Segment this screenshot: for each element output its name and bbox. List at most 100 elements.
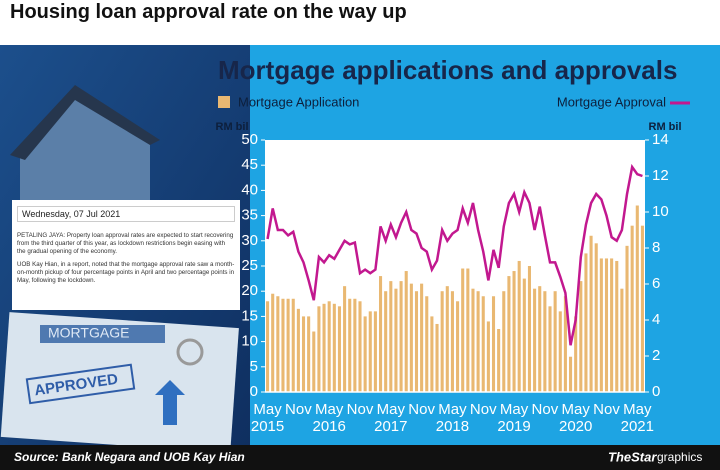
x-tick-label: Nov [285, 401, 312, 418]
y2-tick-label: 0 [652, 383, 660, 400]
x-tick-label: Nov [408, 401, 435, 418]
bar [322, 303, 326, 392]
y-tick-label: 20 [241, 282, 258, 299]
bar [574, 316, 578, 392]
legend-label: Mortgage Application [238, 94, 359, 109]
x-tick-label: May [500, 401, 529, 418]
y-tick-label: 35 [241, 207, 258, 224]
legend-label: Mortgage Approval [557, 94, 666, 109]
roof [10, 85, 160, 160]
x-tick-label: May [377, 401, 406, 418]
y-tick-label: 0 [250, 383, 258, 400]
bar [538, 286, 542, 392]
y-tick-label: 30 [241, 232, 258, 249]
bar [271, 293, 275, 392]
bar [420, 283, 424, 392]
stamp-box [25, 363, 136, 405]
bar [307, 316, 311, 392]
brand: TheStar [608, 449, 657, 464]
y2-tick-label: 8 [652, 239, 660, 256]
x-year-label: 2021 [621, 418, 654, 435]
bar [497, 329, 501, 392]
bar [481, 296, 485, 392]
bar [440, 291, 444, 392]
bar [630, 225, 634, 392]
bar [358, 301, 362, 392]
y2-axis-title: RM bil [649, 121, 682, 133]
bar [384, 291, 388, 392]
bar [425, 296, 429, 392]
bar [337, 306, 341, 392]
sign: MORTGAGE [48, 325, 129, 341]
bar [610, 258, 614, 392]
article-card: Wednesday, 07 Jul 2021 PETALING JAYA: Pr… [12, 200, 240, 310]
bar [404, 271, 408, 392]
chart-title: Mortgage applications and approvals [218, 55, 677, 85]
y2-tick-label: 14 [652, 131, 669, 148]
bar [389, 281, 393, 392]
brand-suffix: graphics [657, 450, 702, 464]
x-year-label: 2020 [559, 418, 592, 435]
x-year-label: 2018 [436, 418, 469, 435]
bar [584, 253, 588, 392]
bar [640, 225, 644, 392]
x-tick-label: Nov [593, 401, 620, 418]
bar [414, 291, 419, 392]
bar [599, 258, 603, 392]
y-tick-label: 5 [250, 358, 258, 375]
bar [579, 281, 583, 392]
x-year-label: 2019 [497, 418, 530, 435]
bar [533, 288, 537, 392]
y-tick-label: 50 [241, 131, 258, 148]
bar [522, 278, 526, 392]
bar [363, 316, 367, 392]
y-tick-label: 45 [241, 156, 258, 173]
key-ring [176, 338, 204, 366]
x-tick-label: Nov [532, 401, 559, 418]
y2-tick-label: 4 [652, 311, 660, 328]
bar [512, 271, 516, 392]
bar [563, 296, 567, 392]
bar [348, 298, 352, 392]
bar [399, 281, 403, 392]
bar [507, 276, 511, 392]
bar [296, 308, 300, 392]
bar [527, 266, 531, 392]
bar [291, 298, 295, 392]
article-paragraph: PETALING JAYA: Property loan approval ra… [17, 232, 234, 255]
bar [635, 205, 639, 392]
bar [379, 276, 383, 392]
bar [476, 291, 480, 392]
arrow [155, 380, 185, 425]
x-tick-label: May [315, 401, 344, 418]
bar [491, 296, 496, 392]
bar [604, 258, 609, 392]
bar [286, 298, 290, 392]
bar [373, 311, 377, 392]
bar [281, 298, 285, 392]
x-tick-label: May [253, 401, 282, 418]
y2-tick-label: 12 [652, 167, 669, 184]
y-axis-title: RM bil [216, 121, 249, 133]
bar [548, 306, 552, 392]
bar [327, 301, 331, 392]
bar [594, 243, 598, 392]
y2-tick-label: 10 [652, 203, 669, 220]
x-tick-label: May [438, 401, 467, 418]
y-tick-label: 10 [241, 333, 258, 350]
bar [558, 311, 562, 392]
bar [353, 298, 357, 392]
x-year-label: 2016 [313, 418, 346, 435]
line [266, 163, 643, 346]
bar [569, 356, 573, 392]
bar [445, 286, 449, 392]
bar [517, 260, 521, 392]
bar [312, 331, 316, 392]
source: Source: Bank Negara and UOB Kay Hian [14, 450, 245, 464]
article-date: Wednesday, 07 Jul 2021 [17, 206, 235, 222]
bar [620, 288, 624, 392]
y-tick-label: 25 [241, 257, 258, 274]
bar [553, 291, 557, 392]
y2-tick-label: 6 [652, 275, 660, 292]
plot-area [265, 140, 645, 392]
